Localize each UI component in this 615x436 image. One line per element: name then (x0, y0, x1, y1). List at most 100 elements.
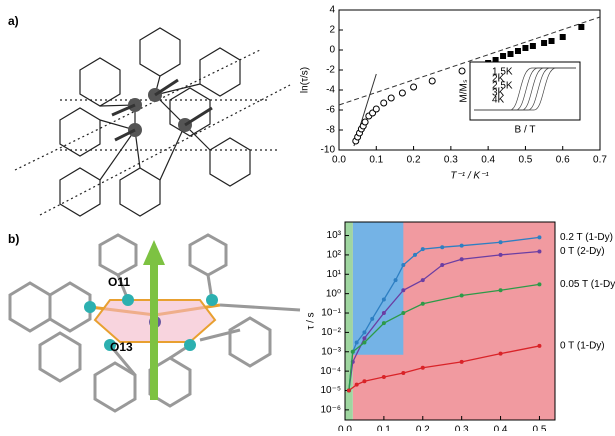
point (440, 245, 445, 250)
point (387, 94, 395, 102)
point (459, 243, 464, 248)
point (578, 24, 585, 30)
point (346, 388, 351, 393)
point (507, 51, 514, 57)
x-tick-label: 0.5 (518, 155, 532, 166)
point (459, 293, 464, 298)
point (354, 340, 359, 345)
panel-label: b) (8, 232, 19, 246)
y-tick-label: -8 (326, 125, 335, 136)
x-tick-label: 0.3 (444, 155, 458, 166)
y-tick-label: 10⁻³ (321, 346, 341, 357)
inset-legend: 2.5K (492, 81, 513, 92)
point (548, 38, 555, 44)
point (420, 278, 425, 283)
point (498, 351, 503, 356)
atom-label: O13 (110, 340, 133, 354)
point (398, 89, 406, 97)
point (401, 263, 406, 268)
y-tick-label: 2 (329, 25, 335, 36)
point (522, 45, 529, 51)
point (537, 282, 542, 287)
x-tick-label: 0.5 (532, 425, 546, 431)
molecule-a (14, 27, 291, 217)
inset-legend: 3K (492, 88, 505, 99)
x-tick-label: 0.6 (556, 155, 570, 166)
point (440, 263, 445, 268)
y-tick-label: 10⁻⁴ (320, 366, 341, 377)
point (559, 34, 566, 40)
point (372, 105, 380, 113)
point (420, 247, 425, 252)
plot-frame (338, 9, 601, 151)
y-tick-label: -2 (326, 65, 335, 76)
point (350, 349, 355, 354)
metal-atoms-b (84, 240, 218, 400)
y-tick-label: -6 (326, 105, 335, 116)
plot-frame (344, 221, 556, 421)
point (401, 371, 406, 376)
point (500, 53, 507, 59)
point (362, 379, 367, 384)
y-tick-label: 10¹ (327, 269, 342, 280)
fit-line (338, 16, 601, 106)
y-axis-label: ln(τ/s) (300, 67, 311, 93)
point (401, 288, 406, 293)
panel-label: a) (8, 14, 19, 28)
y-tick-label: 10⁰ (326, 288, 341, 299)
inset-frame (469, 61, 581, 121)
point (492, 57, 499, 63)
x-tick-label: 0.0 (332, 155, 346, 166)
x-axis-label: T⁻¹ / K⁻¹ (450, 171, 489, 182)
point (381, 321, 386, 326)
point (401, 311, 406, 316)
point (428, 77, 436, 85)
y-tick-label: 10³ (327, 230, 342, 241)
x-tick-label: 0.4 (494, 425, 508, 431)
inset-x-label: B / T (515, 125, 536, 136)
point (459, 257, 464, 262)
point (529, 43, 536, 49)
x-tick-label: 0.0 (338, 425, 352, 431)
point (381, 374, 386, 379)
x-tick-label: 0.2 (416, 425, 430, 431)
point (458, 67, 466, 75)
inset-legend: 2K (492, 74, 505, 85)
point (380, 99, 388, 107)
point (361, 118, 369, 126)
x-tick-label: 0.1 (377, 425, 391, 431)
x-tick-label: 0.4 (481, 155, 495, 166)
point (370, 316, 375, 321)
x-tick-label: 0.1 (369, 155, 383, 166)
point (362, 330, 367, 335)
region (345, 222, 353, 420)
point (381, 297, 386, 302)
y-tick-label: 4 (329, 5, 335, 16)
x-tick-label: 0.7 (593, 155, 607, 166)
point (498, 252, 503, 257)
point (362, 340, 367, 345)
point (354, 382, 359, 387)
region (352, 222, 404, 355)
point (413, 252, 417, 257)
y-tick-label: 10⁻² (321, 327, 341, 338)
y-tick-label: 10⁻¹ (321, 308, 341, 319)
point (498, 240, 503, 245)
y-tick-label: 10⁻⁵ (320, 385, 341, 396)
point (498, 288, 503, 293)
legend-label: 0.05 T (1-Dy) (560, 279, 615, 290)
point (537, 249, 542, 254)
point (410, 83, 418, 91)
series-line (348, 236, 540, 391)
x-tick-label: 0.3 (455, 425, 469, 431)
y-tick-label: 10⁻⁶ (320, 405, 341, 416)
atom-label: O11 (108, 275, 130, 289)
point (381, 311, 386, 316)
point (420, 365, 425, 370)
inset-y-label: M/Mₛ (459, 79, 470, 102)
legend-label: 0 T (2-Dy) (560, 246, 605, 257)
point (459, 359, 464, 364)
point (541, 40, 548, 46)
y-tick-label: -4 (326, 85, 335, 96)
